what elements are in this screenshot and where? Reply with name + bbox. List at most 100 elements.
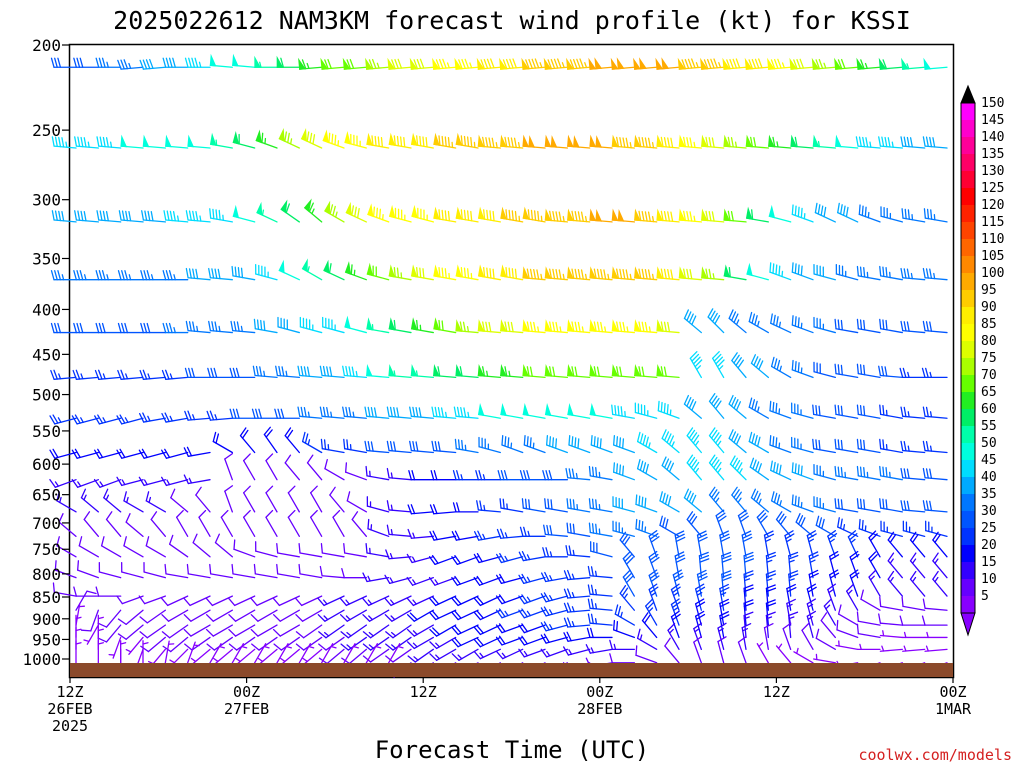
wind-barb: [902, 520, 926, 537]
wind-barb: [613, 435, 635, 454]
wind-barb: [385, 648, 412, 663]
x-tick-label: 00Z: [586, 683, 613, 701]
wind-barb: [278, 259, 300, 281]
wind-barb: [366, 496, 390, 513]
colorbar-swatch: [961, 273, 975, 291]
wind-barb: [737, 636, 747, 664]
wind-barb: [324, 458, 345, 481]
wind-barb: [72, 369, 99, 380]
wind-barb: [587, 584, 613, 597]
wind-barb: [686, 427, 702, 454]
wind-barb: [902, 645, 926, 652]
chart-title: 2025022612 NAM3KM forecast wind profile …: [113, 6, 911, 35]
wind-barb: [563, 617, 591, 628]
wind-barb: [229, 367, 256, 379]
wind-barb: [140, 636, 166, 653]
wind-barb: [790, 134, 814, 149]
wind-barb: [320, 543, 345, 558]
wind-barb: [56, 536, 77, 558]
wind-barb: [812, 134, 836, 149]
wind-barb: [220, 509, 233, 537]
wind-barb: [319, 406, 345, 419]
colorbar-label: 65: [981, 385, 997, 400]
wind-barb: [477, 134, 501, 149]
wind-barb: [274, 408, 300, 419]
wind-barb: [477, 402, 501, 419]
wind-barb: [674, 530, 686, 558]
wind-barb: [568, 435, 591, 454]
wind-barb: [544, 319, 568, 334]
wind-barb: [273, 636, 300, 651]
wind-barb: [432, 57, 457, 70]
wind-barb: [209, 132, 233, 149]
wind-barb: [721, 570, 732, 597]
wind-barb: [544, 402, 568, 419]
wind-barb: [756, 642, 769, 664]
wind-barb: [723, 134, 747, 149]
wind-barb: [451, 624, 479, 636]
wind-barb: [770, 356, 792, 379]
wind-barb: [455, 206, 479, 223]
colorbar-swatch: [961, 341, 975, 359]
wind-barb: [879, 438, 903, 454]
wind-barb: [429, 648, 457, 661]
wind-barb: [887, 570, 903, 597]
pressure-axis: 200 250 300 350 400 450 500 550 600 650 700 750 800 8…: [22, 36, 70, 669]
wind-barb: [657, 400, 680, 419]
wind-barb: [298, 57, 323, 70]
y-tick-label: 700: [32, 514, 61, 533]
wind-barb: [342, 406, 367, 419]
wind-barbs-layer: [49, 53, 948, 678]
wind-barb: [590, 541, 613, 558]
wind-barb: [322, 316, 345, 334]
wind-barb: [433, 132, 457, 149]
wind-barb: [73, 270, 99, 281]
wind-barb: [163, 210, 189, 223]
y-tick-label: 400: [32, 300, 61, 319]
wind-barb: [253, 563, 278, 579]
wind-barb: [473, 648, 501, 660]
wind-barb: [388, 643, 404, 664]
wind-barb: [276, 55, 300, 68]
wind-barb: [429, 609, 457, 621]
wind-barb: [836, 619, 859, 639]
wind-barb: [365, 465, 390, 481]
wind-barb: [791, 436, 814, 454]
wind-barb: [566, 498, 591, 513]
wind-barb: [141, 210, 166, 223]
wind-barb: [451, 530, 479, 541]
wind-barb: [96, 136, 122, 149]
wind-barb: [879, 318, 903, 334]
wind-barb: [634, 363, 658, 379]
wind-barb: [346, 491, 367, 513]
colorbar-label: 95: [981, 283, 997, 298]
wind-barb: [567, 363, 591, 379]
wind-barb: [899, 367, 926, 379]
colorbar-border: [960, 102, 976, 614]
wind-barb: [386, 440, 412, 454]
wind-barb: [612, 520, 635, 537]
wind-barb: [477, 264, 501, 281]
wind-barb: [900, 500, 926, 513]
wind-barb: [120, 134, 144, 149]
wind-barb: [164, 640, 175, 664]
colorbar-label: 115: [981, 215, 1004, 230]
wind-barb: [339, 595, 367, 607]
colorbar-label: 60: [981, 402, 997, 417]
wind-barb: [858, 204, 881, 223]
y-tick-label: 600: [32, 455, 61, 474]
colorbar-label: 35: [981, 487, 997, 502]
wind-barb: [689, 351, 703, 379]
wind-barb: [784, 530, 795, 558]
wind-barb: [476, 57, 501, 70]
wind-barb: [566, 57, 591, 70]
wind-barb: [540, 648, 568, 658]
wind-barb: [431, 440, 457, 454]
wind-barb: [634, 134, 658, 149]
wind-barb: [611, 363, 635, 379]
wind-barb: [694, 610, 706, 639]
wind-barb: [659, 491, 680, 513]
wind-barb: [386, 500, 412, 513]
wind-barb: [251, 636, 278, 651]
